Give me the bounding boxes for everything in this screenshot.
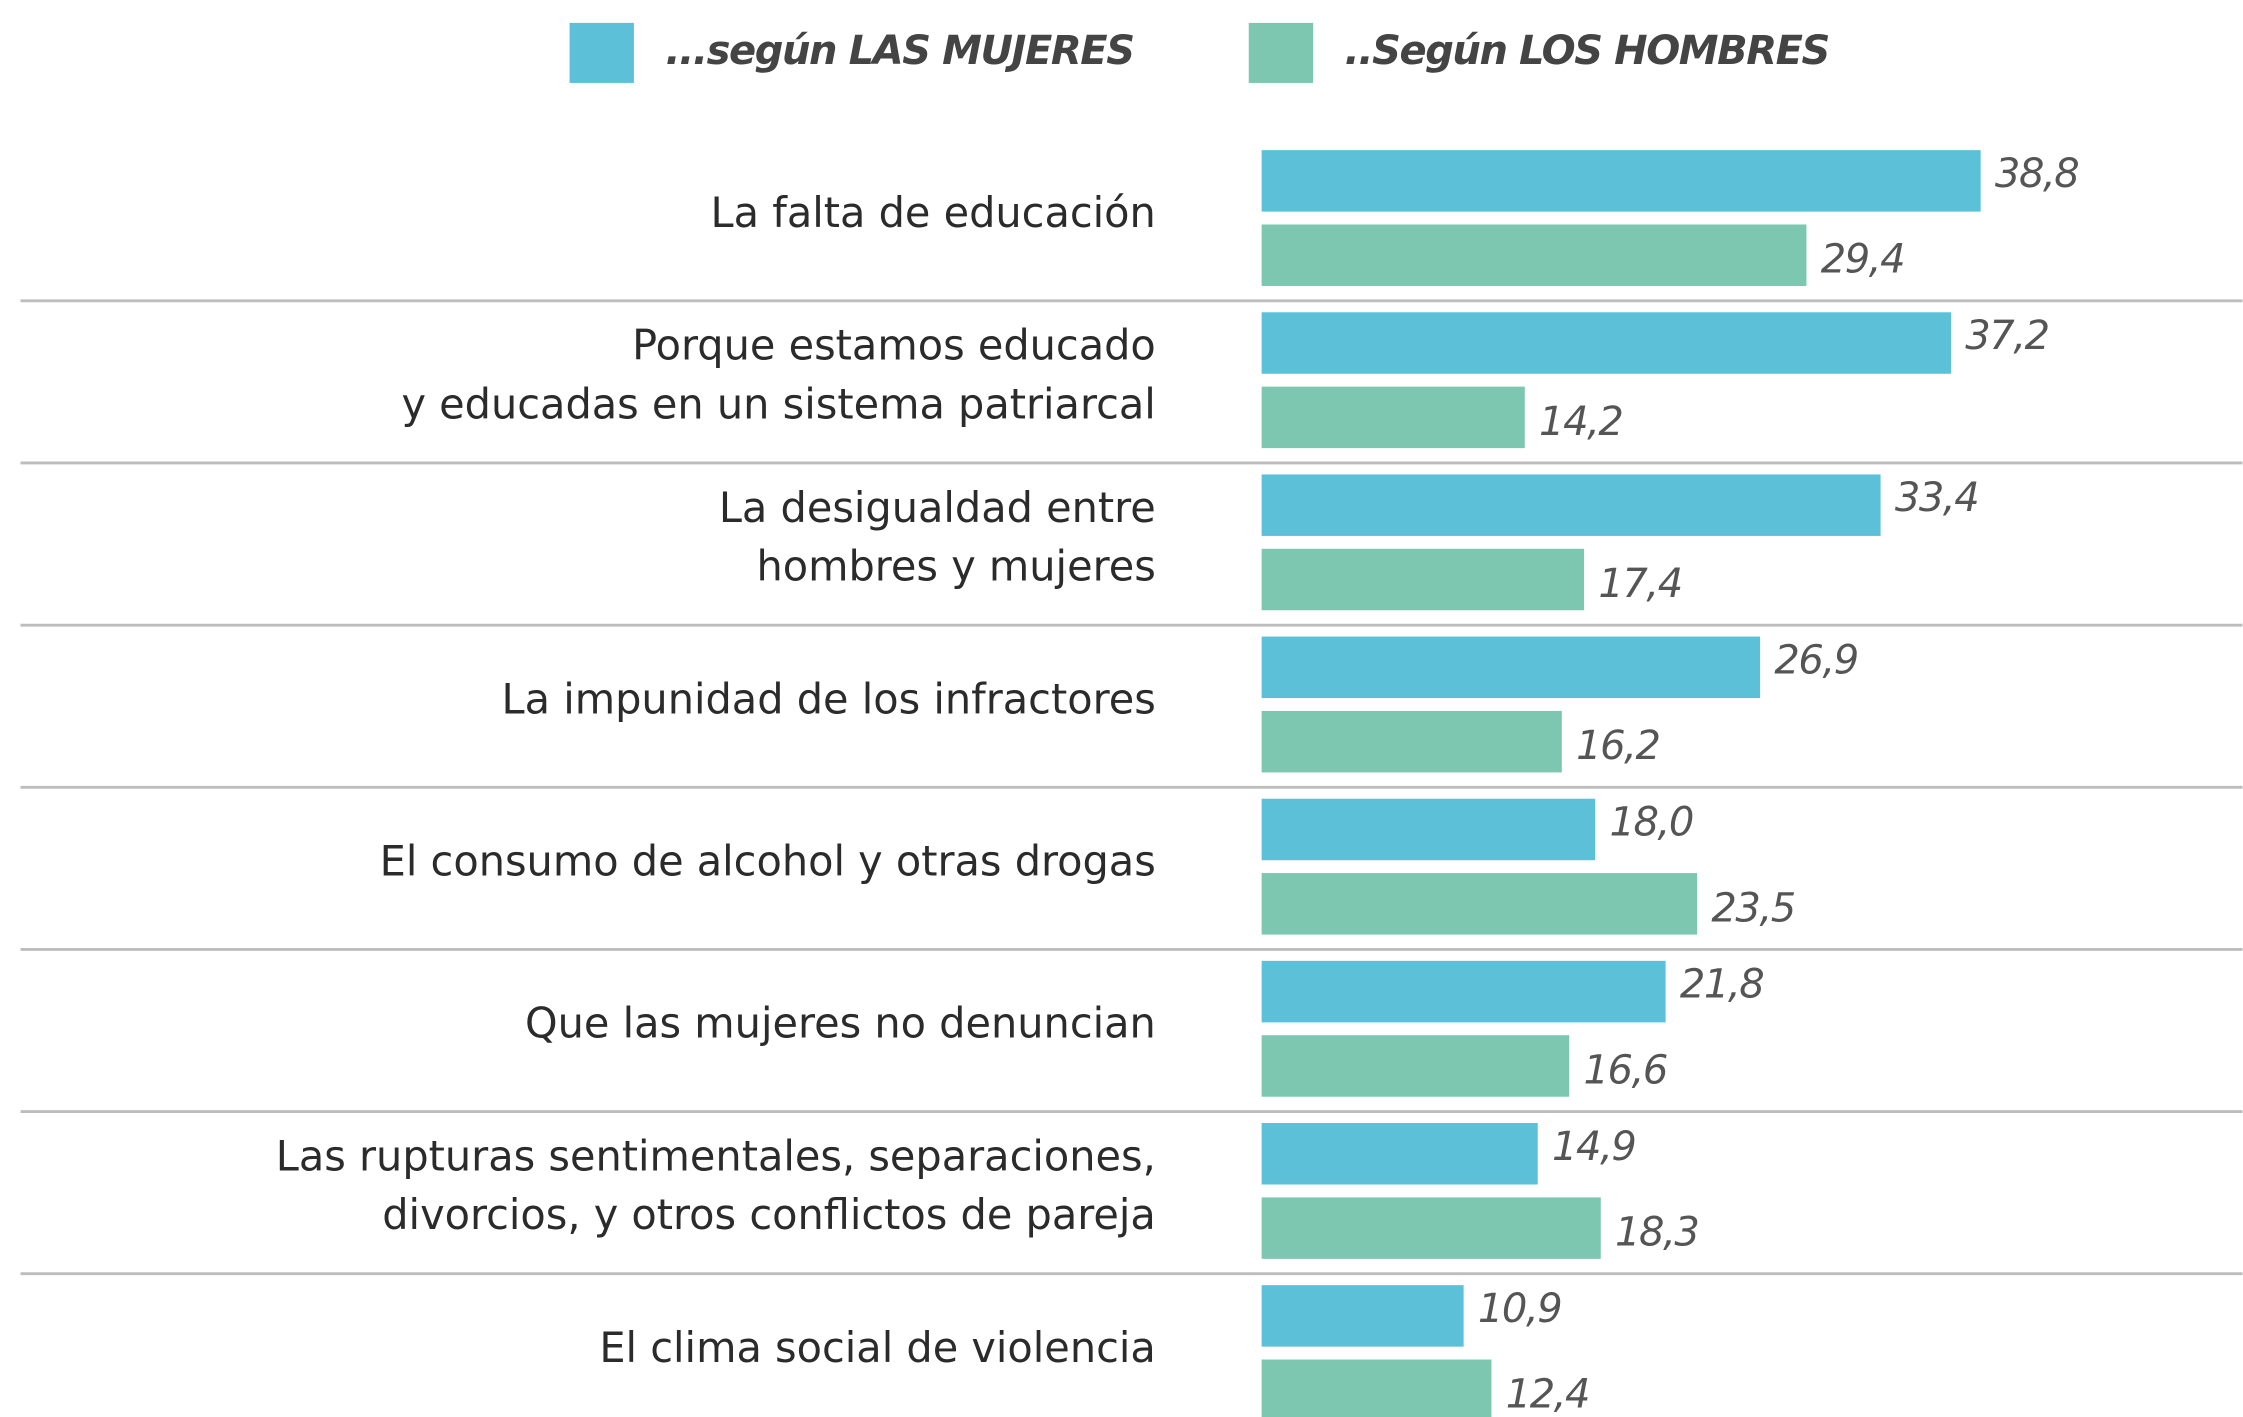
bar: [1261, 312, 1951, 374]
category-label: La impunidad de los infractores: [502, 675, 1156, 723]
legend-label: ..Según LOS HOMBRES: [1345, 28, 1829, 74]
category-label: Que las mujeres no denuncian: [525, 1000, 1156, 1048]
bar: [1261, 150, 1981, 212]
bar: [1261, 1035, 1570, 1097]
category-label: El clima social de violencia: [599, 1324, 1155, 1372]
bar: [1261, 548, 1585, 611]
bar: [1261, 1359, 1492, 1417]
value-label: 23,5: [1711, 885, 1794, 931]
legend-swatch: [569, 22, 634, 83]
bar: [1261, 636, 1761, 699]
bar: [1261, 798, 1596, 861]
bar: [1261, 960, 1666, 1023]
value-label: 14,2: [1539, 399, 1622, 445]
bar: [1261, 873, 1698, 935]
value-label: 14,9: [1552, 1124, 1635, 1170]
category-label: La desigualdad entre: [719, 484, 1156, 532]
category-label: divorcios, y otros conflictos de pareja: [382, 1191, 1156, 1239]
value-label: 12,4: [1506, 1372, 1589, 1417]
value-label: 18,3: [1615, 1210, 1698, 1256]
legend-label: ...según LAS MUJERES: [665, 28, 1133, 74]
bar: [1261, 1285, 1464, 1347]
bar: [1261, 474, 1881, 536]
category-label: El consumo de alcohol y otras drogas: [380, 837, 1156, 885]
value-label: 16,2: [1576, 723, 1659, 769]
bar: [1261, 386, 1525, 449]
legend-swatch: [1248, 22, 1314, 83]
value-label: 33,4: [1895, 475, 1978, 521]
category-label: Las rupturas sentimentales, separaciones…: [276, 1132, 1156, 1180]
value-label: 18,0: [1609, 799, 1692, 845]
value-label: 17,4: [1598, 561, 1681, 607]
bar: [1261, 710, 1562, 773]
value-label: 37,2: [1965, 313, 2048, 359]
value-label: 38,8: [1995, 151, 2078, 197]
value-label: 10,9: [1478, 1286, 1561, 1332]
category-label: hombres y mujeres: [756, 543, 1155, 591]
value-label: 26,9: [1774, 637, 1857, 683]
bar: [1261, 224, 1807, 286]
category-label: La falta de educación: [711, 189, 1156, 237]
bar: [1261, 1197, 1601, 1259]
category-label: y educadas en un sistema patriarcal: [401, 380, 1155, 428]
bar: [1261, 1123, 1538, 1185]
value-label: 21,8: [1680, 962, 1763, 1008]
value-label: 16,6: [1584, 1047, 1667, 1093]
value-label: 29,4: [1821, 237, 1904, 283]
category-label: Porque estamos educado: [632, 322, 1156, 370]
